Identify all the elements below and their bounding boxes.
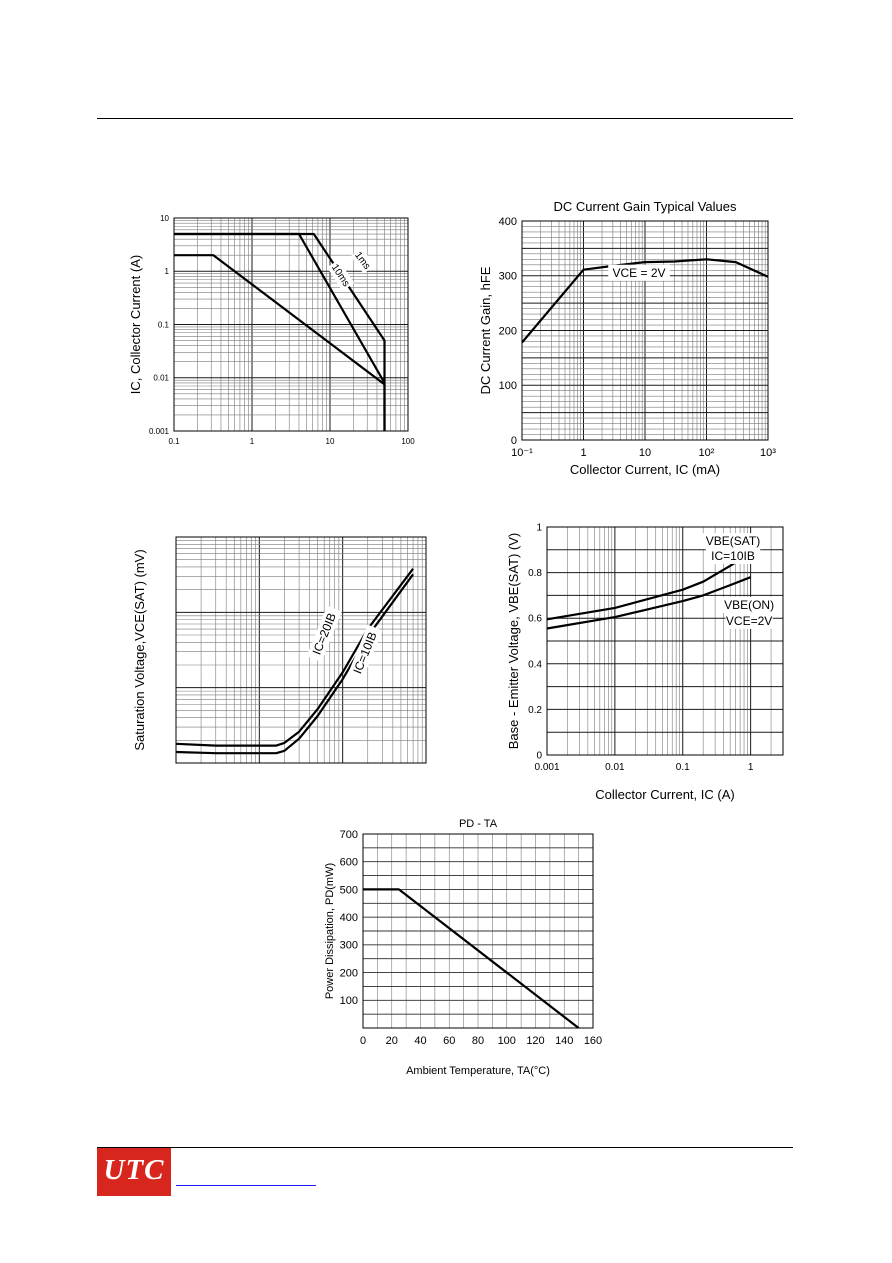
x-axis-label: Collector Current, IC (A) xyxy=(595,787,734,802)
y-tick-label: 10 xyxy=(160,214,169,223)
y-tick-label: 0 xyxy=(511,435,517,447)
x-axis-label: Collector Current, IC (mA) xyxy=(570,462,720,477)
y-tick-label: 1 xyxy=(165,267,170,276)
series-line-2 xyxy=(546,576,751,630)
plot-frame xyxy=(175,536,427,764)
utc-logo: UTC xyxy=(97,1148,171,1196)
x-tick-label: 40 xyxy=(414,1035,426,1047)
x-tick-label: 1 xyxy=(580,447,586,459)
series-line-1 xyxy=(363,888,580,1029)
x-tick-label: 0.1 xyxy=(168,437,180,446)
y-tick-label: 0.6 xyxy=(528,614,542,625)
annotation-vbe-on: VBE(ON) xyxy=(721,596,777,613)
header-rule xyxy=(97,118,793,119)
x-tick-label: 120 xyxy=(526,1035,544,1047)
annotation-ic-20ib: IC=20IB xyxy=(306,605,342,663)
x-tick-label: 80 xyxy=(472,1035,484,1047)
annotation-1ms: 1ms xyxy=(350,247,375,274)
annotation-background xyxy=(347,624,383,682)
x-tick-label: 10⁻¹ xyxy=(511,447,533,459)
annotation-background xyxy=(721,596,777,613)
y-axis-label: DC Current Gain, hFE xyxy=(478,266,493,394)
annotation-vce-2v: VCE=2V xyxy=(725,612,773,629)
y-axis-label: IC, Collector Current (A) xyxy=(128,255,143,394)
annotation-background xyxy=(725,612,773,629)
x-tick-label: 100 xyxy=(498,1035,516,1047)
x-tick-label: 20 xyxy=(386,1035,398,1047)
y-tick-label: 0.8 xyxy=(528,568,542,579)
annotation-vce-2v: VCE = 2V xyxy=(608,264,670,281)
series-line-2 xyxy=(175,573,414,755)
chart-base-emitter-voltage: 0.001 0.01 0.1 1 0 0.2 0.4 0.6 0.8 1 Collector Cur… xyxy=(506,523,784,802)
annotation-background xyxy=(705,547,761,564)
series-line-1 xyxy=(521,258,769,344)
y-axis-label: Base - Emitter Voltage, VBE(SAT) (V) xyxy=(506,533,521,750)
y-axis-label: Saturation Voltage,VCE(SAT) (mV) xyxy=(132,549,147,750)
annotation-background xyxy=(327,259,355,291)
plot-frame xyxy=(546,526,784,756)
x-tick-label: 1 xyxy=(250,437,255,446)
footer-link-underline[interactable] xyxy=(176,1185,316,1186)
annotation-text: VBE(ON) xyxy=(724,598,774,612)
y-tick-label: 0.001 xyxy=(149,427,170,436)
y-tick-label: 600 xyxy=(340,857,358,869)
footer-rule xyxy=(97,1147,793,1148)
y-tick-label: 400 xyxy=(499,216,517,228)
y-tick-label: 0.1 xyxy=(158,320,170,329)
chart-title: PD - TA xyxy=(459,818,498,830)
x-tick-label: 60 xyxy=(443,1035,455,1047)
y-tick-label: 1 xyxy=(536,523,542,534)
annotation-ic-10ib: IC=10IB xyxy=(347,624,383,682)
y-tick-label: 100 xyxy=(340,995,358,1007)
y-tick-label: 0 xyxy=(536,751,542,762)
x-tick-label: 1 xyxy=(748,762,754,773)
chart-saturation-voltage: Saturation Voltage,VCE(SAT) (mV) IC=20IB I… xyxy=(132,536,427,764)
y-tick-label: 200 xyxy=(340,967,358,979)
y-tick-label: 300 xyxy=(340,940,358,952)
annotation-ic-10ib: IC=10IB xyxy=(705,547,761,564)
x-axis-label: Ambient Temperature, TA(°C) xyxy=(406,1065,550,1077)
annotation-background xyxy=(702,533,764,550)
y-tick-label: 500 xyxy=(340,884,358,896)
chart-dc-current-gain: 10⁻¹ 1 10 10² 10³ 0 100 200 300 400 DC Current Gai… xyxy=(478,199,776,477)
annotation-vbe-sat: VBE(SAT) xyxy=(702,533,764,550)
x-tick-label: 0.01 xyxy=(605,762,625,773)
x-tick-label: 10 xyxy=(326,437,335,446)
chart-power-dissipation: 0 20 40 60 80 100 120 140 160 100 200 300 400 500 600 7… xyxy=(324,818,602,1077)
logo-text: UTC xyxy=(103,1154,165,1186)
x-tick-label: 0.1 xyxy=(676,762,690,773)
x-tick-label: 160 xyxy=(584,1035,602,1047)
annotation-text: IC=10IB xyxy=(711,549,755,563)
x-tick-label: 10³ xyxy=(760,447,776,459)
annotation-text: VBE(SAT) xyxy=(706,534,760,548)
y-tick-label: 300 xyxy=(499,271,517,283)
annotation-text: VCE = 2V xyxy=(613,266,666,280)
series-line-3 xyxy=(174,232,386,431)
chart-title: DC Current Gain Typical Values xyxy=(553,199,737,214)
y-axis-label: Power Dissipation, PD(mW) xyxy=(324,863,336,999)
x-tick-label: 140 xyxy=(555,1035,573,1047)
x-tick-label: 10 xyxy=(639,447,651,459)
plot-frame xyxy=(173,217,409,432)
y-tick-label: 200 xyxy=(499,325,517,337)
annotation-text: VCE=2V xyxy=(726,614,772,628)
plot-frame xyxy=(362,833,594,1029)
x-tick-label: 10² xyxy=(699,447,715,459)
annotation-background xyxy=(608,264,670,281)
y-tick-label: 0.4 xyxy=(528,659,542,670)
series-line-1 xyxy=(175,568,414,747)
x-tick-label: 0 xyxy=(360,1035,366,1047)
chart-soa: 0.1 1 10 100 0.001 0.01 0.1 1 10 IC, Collector Cu… xyxy=(128,214,415,446)
y-tick-label: 400 xyxy=(340,912,358,924)
annotation-background xyxy=(350,247,375,274)
y-tick-label: 0.01 xyxy=(153,374,169,383)
x-tick-label: 0.001 xyxy=(534,762,559,773)
x-tick-label: 100 xyxy=(401,437,415,446)
annotation-background xyxy=(306,605,342,663)
y-tick-label: 700 xyxy=(340,829,358,841)
y-tick-label: 100 xyxy=(499,380,517,392)
annotation-10ms: 10ms xyxy=(327,259,355,291)
plot-frame xyxy=(521,220,769,441)
y-tick-label: 0.2 xyxy=(528,705,542,716)
